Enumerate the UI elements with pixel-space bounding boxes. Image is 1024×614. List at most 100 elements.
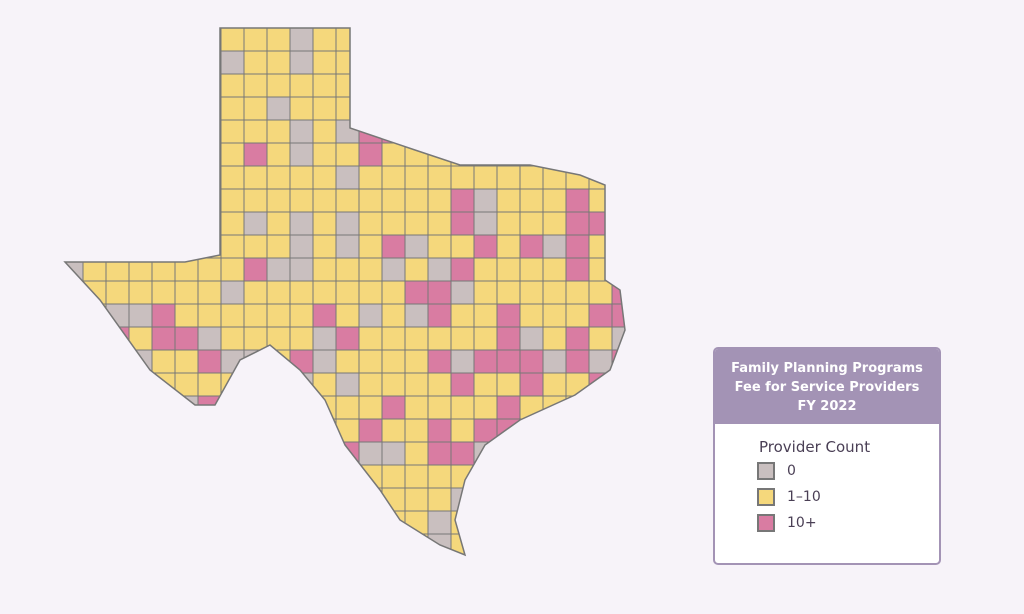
- county: [151, 372, 176, 397]
- county: [496, 119, 521, 144]
- county: [588, 349, 613, 374]
- county: [174, 280, 199, 305]
- county: [542, 50, 567, 75]
- county: [542, 188, 567, 213]
- county: [335, 372, 360, 397]
- county: [473, 234, 498, 259]
- county: [519, 142, 544, 167]
- county: [381, 395, 406, 420]
- county: [197, 441, 222, 466]
- county: [82, 73, 107, 98]
- county: [289, 211, 314, 236]
- county: [565, 142, 590, 167]
- county: [473, 96, 498, 121]
- county: [151, 395, 176, 420]
- county: [128, 510, 153, 535]
- county: [266, 188, 291, 213]
- county: [519, 96, 544, 121]
- county: [220, 510, 245, 535]
- county: [381, 211, 406, 236]
- county: [588, 165, 613, 190]
- county: [496, 372, 521, 397]
- legend: Family Planning Programs Fee for Service…: [713, 347, 941, 565]
- county: [174, 73, 199, 98]
- county: [243, 510, 268, 535]
- county: [496, 50, 521, 75]
- county: [65, 510, 84, 535]
- county: [427, 349, 452, 374]
- county: [243, 326, 268, 351]
- county: [174, 418, 199, 443]
- county: [565, 303, 590, 328]
- county: [266, 142, 291, 167]
- county: [266, 487, 291, 512]
- county: [427, 326, 452, 351]
- county: [519, 234, 544, 259]
- county: [519, 303, 544, 328]
- legend-item: 1–10: [757, 488, 939, 506]
- county: [427, 234, 452, 259]
- county: [312, 372, 337, 397]
- county: [197, 418, 222, 443]
- county: [197, 464, 222, 489]
- county: [220, 142, 245, 167]
- county: [197, 165, 222, 190]
- county: [427, 510, 452, 535]
- county: [82, 510, 107, 535]
- county: [542, 142, 567, 167]
- county: [151, 326, 176, 351]
- county: [266, 119, 291, 144]
- county: [128, 280, 153, 305]
- county: [65, 303, 84, 328]
- county: [611, 96, 625, 121]
- county: [473, 188, 498, 213]
- county: [565, 395, 590, 420]
- county: [335, 50, 360, 75]
- county: [151, 73, 176, 98]
- county: [450, 119, 475, 144]
- county: [519, 533, 544, 555]
- county: [542, 464, 567, 489]
- county: [611, 73, 625, 98]
- county: [105, 280, 130, 305]
- county: [611, 50, 625, 75]
- county: [358, 96, 383, 121]
- legend-item: 10+: [757, 514, 939, 532]
- county: [404, 395, 429, 420]
- county: [105, 533, 130, 555]
- county: [588, 73, 613, 98]
- county: [358, 188, 383, 213]
- county: [197, 96, 222, 121]
- county: [358, 142, 383, 167]
- county: [335, 349, 360, 374]
- county: [151, 165, 176, 190]
- county: [290, 557, 313, 580]
- county: [588, 326, 613, 351]
- county: [105, 119, 130, 144]
- county: [128, 73, 153, 98]
- legend-label: 1–10: [787, 489, 821, 505]
- county: [266, 303, 291, 328]
- county: [427, 165, 452, 190]
- county: [220, 464, 245, 489]
- county: [197, 280, 222, 305]
- county: [542, 326, 567, 351]
- county: [588, 441, 613, 466]
- county: [106, 557, 129, 580]
- county: [105, 96, 130, 121]
- county: [128, 395, 153, 420]
- county: [289, 464, 314, 489]
- county: [82, 487, 107, 512]
- county: [266, 234, 291, 259]
- county: [519, 280, 544, 305]
- county: [404, 280, 429, 305]
- county: [312, 211, 337, 236]
- county: [519, 326, 544, 351]
- county: [427, 188, 452, 213]
- county: [243, 28, 268, 52]
- county: [450, 326, 475, 351]
- county: [174, 165, 199, 190]
- county: [174, 211, 199, 236]
- county: [266, 50, 291, 75]
- county: [266, 464, 291, 489]
